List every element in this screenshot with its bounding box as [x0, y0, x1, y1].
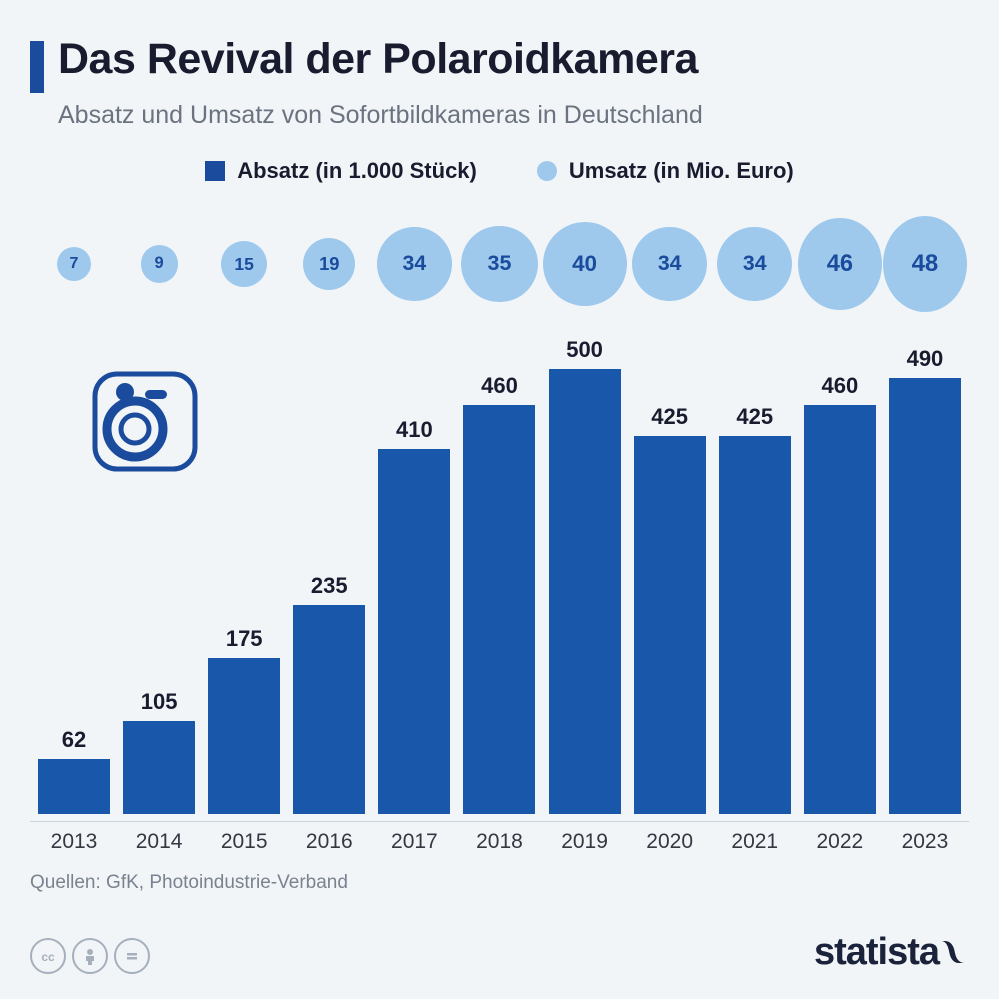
- umsatz-value: 9: [141, 245, 178, 282]
- absatz-bar: 410: [372, 334, 456, 814]
- umsatz-value: 34: [632, 227, 707, 302]
- absatz-bar: 62: [32, 334, 116, 814]
- year-label: 2018: [457, 830, 541, 854]
- bar-rect: [889, 378, 961, 814]
- absatz-bar: 460: [798, 334, 882, 814]
- absatz-bar: 500: [543, 334, 627, 814]
- year-label: 2020: [628, 830, 712, 854]
- statista-wave-icon: [939, 937, 967, 969]
- umsatz-value: 34: [377, 227, 452, 302]
- year-label: 2017: [372, 830, 456, 854]
- umsatz-value: 7: [57, 247, 91, 281]
- absatz-value: 410: [396, 417, 433, 443]
- absatz-bar: 425: [628, 334, 712, 814]
- accent-bar: [30, 41, 44, 93]
- year-label: 2015: [202, 830, 286, 854]
- absatz-value: 425: [651, 404, 688, 430]
- bar-rect: [378, 449, 450, 814]
- absatz-value: 62: [62, 727, 86, 753]
- absatz-value: 460: [821, 373, 858, 399]
- year-label: 2023: [883, 830, 967, 854]
- absatz-value: 500: [566, 337, 603, 363]
- sources-text: Quellen: GfK, Photoindustrie-Verband: [30, 872, 969, 894]
- umsatz-value: 34: [717, 227, 792, 302]
- absatz-value: 235: [311, 573, 348, 599]
- umsatz-circle: 15: [202, 241, 286, 287]
- legend: Absatz (in 1.000 Stück) Umsatz (in Mio. …: [30, 158, 969, 184]
- umsatz-circle: 7: [32, 247, 116, 281]
- absatz-value: 175: [226, 626, 263, 652]
- bar-rect: [293, 605, 365, 814]
- absatz-bars-row: 62 105 175 235 410 460 500 425 425 460 490: [30, 334, 969, 814]
- bar-rect: [634, 436, 706, 814]
- absatz-value: 425: [736, 404, 773, 430]
- page-title: Das Revival der Polaroidkamera: [58, 35, 698, 84]
- statista-text: statista: [814, 931, 939, 974]
- umsatz-circle: 48: [883, 216, 967, 312]
- umsatz-circle: 34: [372, 227, 456, 302]
- legend-circle-icon: [537, 161, 557, 181]
- legend-absatz: Absatz (in 1.000 Stück): [205, 158, 477, 184]
- umsatz-value: 46: [798, 218, 882, 311]
- bar-rect: [38, 759, 110, 814]
- absatz-value: 460: [481, 373, 518, 399]
- by-icon: [72, 938, 108, 974]
- umsatz-circle: 35: [457, 226, 541, 302]
- bar-rect: [463, 405, 535, 814]
- absatz-bar: 235: [287, 334, 371, 814]
- absatz-bar: 175: [202, 334, 286, 814]
- year-label: 2022: [798, 830, 882, 854]
- year-label: 2019: [543, 830, 627, 854]
- year-label: 2014: [117, 830, 201, 854]
- bar-rect: [123, 721, 195, 814]
- bar-rect: [208, 658, 280, 814]
- absatz-bar: 425: [713, 334, 797, 814]
- bar-rect: [719, 436, 791, 814]
- umsatz-value: 35: [461, 226, 537, 302]
- cc-license-icons: cc: [30, 938, 150, 974]
- absatz-value: 105: [141, 689, 178, 715]
- absatz-value: 490: [907, 346, 944, 372]
- umsatz-circle: 34: [628, 227, 712, 302]
- absatz-bar: 490: [883, 334, 967, 814]
- umsatz-circle: 9: [117, 245, 201, 282]
- svg-text:cc: cc: [41, 950, 55, 964]
- year-label: 2016: [287, 830, 371, 854]
- umsatz-value: 48: [883, 216, 967, 312]
- nd-icon: [114, 938, 150, 974]
- umsatz-value: 15: [221, 241, 267, 287]
- year-label: 2013: [32, 830, 116, 854]
- footer: cc statista: [30, 931, 969, 974]
- subtitle: Absatz und Umsatz von Sofortbildkameras …: [58, 101, 969, 130]
- umsatz-circle: 40: [543, 222, 627, 306]
- statista-logo: statista: [814, 931, 969, 974]
- umsatz-circle: 46: [798, 218, 882, 311]
- umsatz-circles-row: 79151934354034344648: [30, 214, 969, 314]
- legend-square-icon: [205, 161, 225, 181]
- umsatz-value: 19: [303, 238, 355, 290]
- bar-rect: [804, 405, 876, 814]
- legend-umsatz: Umsatz (in Mio. Euro): [537, 158, 794, 184]
- header: Das Revival der Polaroidkamera: [30, 35, 969, 93]
- absatz-bar: 105: [117, 334, 201, 814]
- chart-area: 62105175235410460500425425460490 2013201…: [30, 334, 969, 854]
- legend-absatz-label: Absatz (in 1.000 Stück): [237, 158, 477, 184]
- legend-umsatz-label: Umsatz (in Mio. Euro): [569, 158, 794, 184]
- bar-rect: [549, 369, 621, 814]
- year-label: 2021: [713, 830, 797, 854]
- umsatz-circle: 34: [713, 227, 797, 302]
- years-axis: 2013201420152016201720182019202020212022…: [30, 821, 969, 854]
- absatz-bar: 460: [457, 334, 541, 814]
- umsatz-circle: 19: [287, 238, 371, 290]
- umsatz-value: 40: [543, 222, 627, 306]
- cc-icon: cc: [30, 938, 66, 974]
